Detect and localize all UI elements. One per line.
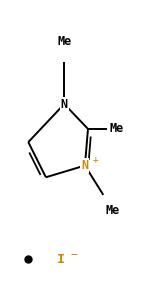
Text: Me: Me (57, 35, 71, 48)
Text: N: N (61, 98, 68, 110)
Text: Me: Me (106, 204, 120, 217)
Text: Me: Me (109, 122, 124, 135)
Text: +: + (93, 155, 99, 165)
Text: N: N (81, 159, 88, 172)
Text: I: I (56, 253, 64, 266)
Text: −: − (70, 251, 77, 260)
